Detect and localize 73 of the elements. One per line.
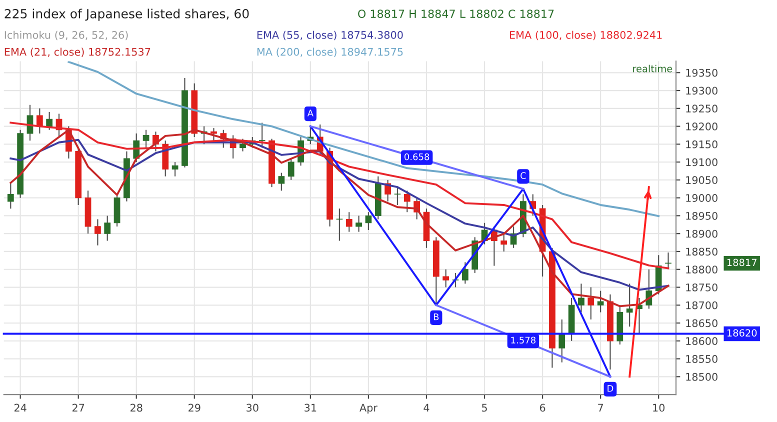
- text: EMA (21, close) 18752.1537: [4, 48, 150, 57]
- text: EMA (55, close) 18754.3800: [257, 30, 403, 40]
- x-tick-label: 24: [14, 404, 26, 412]
- candlestick: [94, 218, 101, 246]
- candlestick: [558, 318, 566, 363]
- text: MA (200, close) 18947.1575: [257, 48, 403, 57]
- candlestick: [588, 286, 594, 320]
- candlestick: [442, 268, 450, 288]
- y-tick-label: 19150: [686, 140, 718, 148]
- candlestick: [365, 212, 372, 231]
- x-tick-label: 28: [130, 404, 142, 412]
- candlestick: [240, 138, 246, 152]
- x-tick-label: Apr: [360, 404, 378, 414]
- data-label: C: [520, 172, 526, 180]
- y-tick-label: 18850: [686, 248, 718, 256]
- candlestick: [142, 129, 150, 148]
- y-tick-label: 19350: [686, 68, 718, 77]
- chart-title: 225 index of Japanese listed shares, 60: [4, 8, 249, 21]
- y-tick-label: 18800: [686, 266, 718, 274]
- y-tick-label: 19300: [686, 86, 718, 95]
- ref-line-label: 18620: [727, 329, 757, 337]
- candlestick: [665, 252, 672, 270]
- candlestick: [36, 108, 43, 134]
- x-tick-label: 6: [540, 404, 546, 412]
- y-tick-label: 18500: [686, 372, 718, 381]
- x-tick-label: 5: [482, 404, 487, 412]
- candlestick: [7, 182, 14, 210]
- data-label: D: [608, 385, 614, 392]
- text: Ichimoku (9, 26, 52, 26): [4, 30, 128, 40]
- y-tick-label: 19100: [686, 158, 718, 166]
- candlestick: [356, 215, 362, 232]
- text: 18817: [727, 258, 756, 266]
- candlestick: [258, 122, 266, 148]
- candlestick: [288, 158, 294, 181]
- text: EMA (100, close) 18802.9241: [510, 30, 662, 40]
- candlestick: [626, 283, 633, 328]
- x-tick-label: 27: [72, 404, 84, 412]
- x-tick-label: 7: [598, 404, 603, 412]
- x-tick-label: 10: [653, 404, 665, 412]
- y-tick-label: 18600: [686, 337, 718, 346]
- series-label: 0.658: [404, 153, 430, 160]
- series-label: 1.578: [511, 336, 536, 344]
- annotation: realtime: [633, 64, 672, 72]
- data-label: A: [307, 110, 314, 116]
- chart-subtitle: O 18817 H 18847 L 18802 C 18817: [358, 10, 554, 18]
- y-tick-label: 18650: [686, 319, 718, 328]
- x-tick-label: 30: [246, 404, 258, 412]
- data-label: B: [434, 314, 439, 320]
- candlestick: [278, 172, 285, 192]
- candlestick: [346, 212, 352, 232]
- candlestick: [394, 186, 401, 206]
- x-tick-label: 29: [188, 404, 200, 412]
- candlestick: [462, 262, 468, 284]
- candlestick: [172, 162, 178, 177]
- candlestick: [46, 111, 53, 130]
- y-tick-label: 19200: [686, 122, 718, 130]
- y-tick-label: 19050: [686, 176, 718, 184]
- candlestick: [210, 128, 217, 142]
- y-tick-label: 18750: [686, 283, 718, 292]
- y-tick-label: 18900: [686, 230, 718, 238]
- candlestick: [578, 283, 584, 313]
- y-tick-label: 18550: [686, 355, 718, 363]
- x-tick-label: 4: [424, 404, 430, 412]
- candlestick: [500, 233, 508, 252]
- x-tick-label: 31: [304, 404, 316, 412]
- y-tick-label: 18700: [686, 301, 718, 310]
- candlestick: [404, 190, 410, 213]
- y-tick-label: 19000: [686, 194, 718, 202]
- y-tick-label: 18950: [686, 212, 718, 220]
- candlestick: [104, 215, 111, 242]
- candlestick: [597, 290, 604, 313]
- y-tick-label: 19250: [686, 104, 718, 113]
- candlestick: [336, 208, 343, 242]
